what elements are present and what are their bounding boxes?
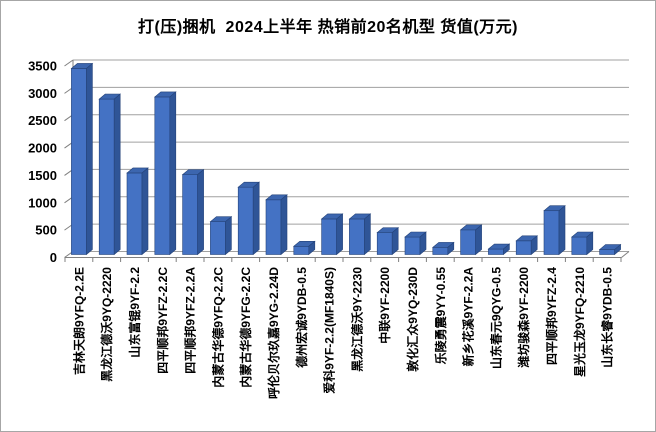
bar-side	[169, 91, 177, 256]
category-label: 中联9YF-2200	[377, 267, 392, 344]
bar-front	[404, 236, 421, 255]
category-label: 吉林天朗9YFQ-2.2E	[71, 267, 86, 375]
bar-side	[586, 231, 594, 256]
bar-side	[419, 231, 427, 256]
bar-side	[530, 235, 538, 256]
bar-front	[321, 218, 337, 255]
bar-side	[364, 213, 371, 256]
category-label: 星光玉龙9YFQ-2210	[572, 267, 587, 377]
category-label: 敦化汇众9YQ-230D	[405, 267, 420, 372]
bar-front	[460, 229, 476, 255]
category-label: 爱科9YF-2.2(MF1840S)	[322, 267, 337, 394]
bar-side	[252, 181, 260, 256]
category-label: 黑龙江德沃9Y-2230	[349, 267, 364, 372]
category-label: 四平顺邦9YFZ-2.2A	[183, 267, 198, 374]
bar-front	[515, 240, 532, 255]
y-tick-label: 3000	[28, 86, 57, 101]
y-axis-tick	[64, 59, 74, 67]
y-tick-label: 500	[35, 223, 57, 238]
y-tick-label: 1500	[28, 168, 57, 183]
bar-front	[126, 172, 143, 255]
y-tick-label: 3500	[28, 59, 57, 74]
y-tick-label: 2000	[28, 141, 57, 156]
bar-front	[543, 210, 560, 255]
bar-front	[98, 98, 115, 255]
bar-front	[154, 96, 171, 255]
category-label: 黑龙江德沃9YQ-2220	[99, 267, 114, 382]
bar-side	[614, 243, 621, 256]
bar-front	[237, 186, 254, 255]
bar-front	[71, 68, 87, 255]
y-tick-label: 0	[50, 250, 57, 265]
category-label: 山东长睿9YDB-0.5	[600, 267, 615, 368]
bar-front	[488, 248, 504, 255]
bar-front	[349, 218, 365, 255]
bar-side	[503, 243, 510, 256]
bar-side	[447, 241, 455, 256]
bar-front	[599, 249, 615, 255]
y-tick-label: 1000	[28, 195, 57, 210]
floor-right-edge	[621, 251, 630, 258]
category-label: 四平顺邦9YFZ-2.4	[544, 267, 559, 365]
bar-front	[293, 245, 310, 255]
category-label: 呼伦贝尔玖嘉9YG-2.24D	[266, 267, 281, 399]
bar-side	[86, 62, 93, 256]
bar-front	[182, 174, 198, 255]
bar-side	[308, 240, 316, 256]
bar-front	[432, 247, 449, 255]
category-label: 新乡花溪9YF-2.2A	[461, 267, 476, 367]
category-label: 德州宏诚9YDB-0.5	[294, 267, 309, 368]
category-label: 内蒙古华德9YFQ-2.2C	[210, 267, 225, 388]
category-label: 四平顺邦9YFZ-2.2C	[155, 267, 170, 374]
bar-side	[336, 213, 343, 256]
category-label: 山东春元9QYG-0.5	[488, 267, 503, 369]
category-label: 山东富锟9YF-2.2	[127, 267, 142, 358]
bar-front	[376, 232, 393, 255]
bar-front	[265, 199, 282, 255]
bar-side	[113, 93, 121, 256]
bar-side	[475, 224, 482, 256]
y-tick-label: 2500	[28, 113, 57, 128]
bar-front	[571, 236, 588, 255]
chart-title: 打(压)捆机 2024上半年 热销前20名机型 货值(万元)	[138, 19, 518, 36]
bar-side	[197, 168, 204, 256]
bar-side	[558, 205, 566, 256]
bar-side	[225, 216, 232, 256]
bar-side	[280, 194, 288, 256]
bar-side	[391, 226, 399, 256]
bar-side	[141, 167, 149, 256]
category-label: 乐陵勇震9YY-0.55	[433, 267, 448, 365]
category-label: 内蒙古华德9YFG-2.2C	[238, 267, 253, 388]
category-label: 潍坊骏森9YF-2200	[516, 267, 531, 369]
bar-front	[210, 221, 226, 255]
